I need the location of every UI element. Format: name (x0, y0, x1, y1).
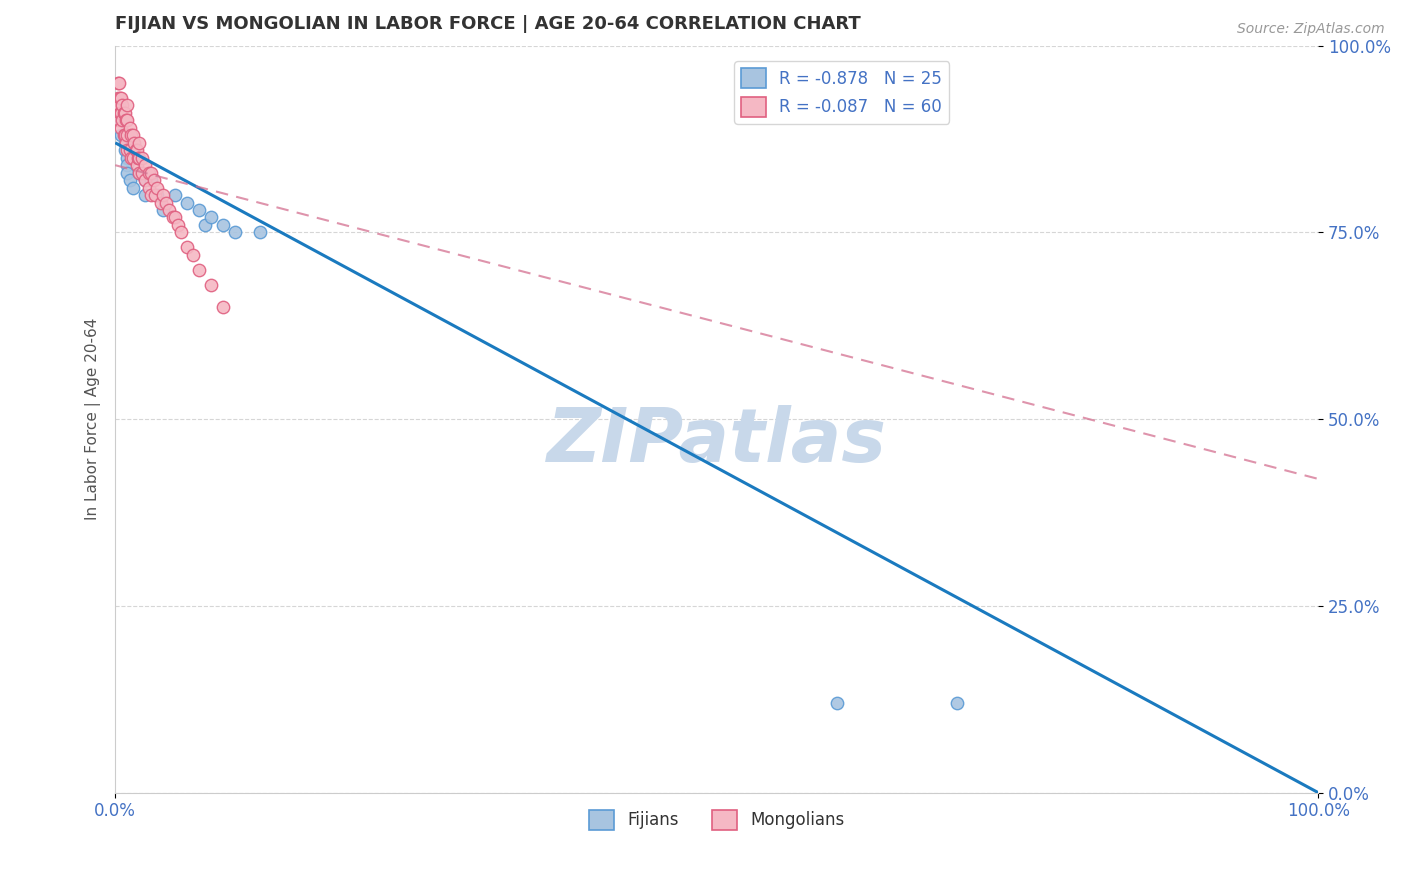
Point (115, 166, 138, 180)
Point (114, 128, 136, 143)
Point (118, 173, 141, 187)
Point (134, 173, 156, 187)
Point (125, 158, 148, 172)
Point (110, 113, 132, 128)
Point (176, 195, 198, 210)
Point (107, 98, 129, 112)
Point (110, 91, 132, 105)
Point (122, 128, 145, 143)
Point (115, 113, 138, 128)
Point (110, 120, 132, 135)
Point (155, 195, 177, 210)
Point (108, 91, 131, 105)
Point (141, 188, 163, 202)
Point (141, 166, 163, 180)
Point (183, 248, 205, 262)
Point (128, 166, 150, 180)
Point (249, 226, 271, 240)
Point (115, 136, 138, 150)
Text: ZIPatlas: ZIPatlas (547, 405, 887, 478)
Point (134, 158, 156, 172)
Point (115, 158, 138, 172)
Point (152, 202, 174, 217)
Point (176, 240, 198, 254)
Point (115, 113, 138, 128)
Point (138, 166, 160, 180)
Point (115, 98, 138, 112)
Point (194, 218, 217, 232)
Point (114, 143, 136, 157)
Point (188, 262, 211, 277)
Point (146, 180, 169, 194)
Point (120, 128, 142, 143)
Point (224, 226, 246, 240)
Point (166, 218, 188, 232)
Point (125, 143, 148, 157)
Point (170, 226, 193, 240)
Point (212, 300, 235, 314)
Point (124, 136, 146, 150)
Point (107, 91, 129, 105)
Point (122, 180, 145, 194)
Point (120, 151, 142, 165)
Point (115, 128, 138, 143)
Point (946, 696, 969, 710)
Point (212, 218, 235, 232)
Point (188, 202, 211, 217)
Point (152, 188, 174, 202)
Point (115, 151, 138, 165)
Point (131, 151, 153, 165)
Legend: Fijians, Mongolians: Fijians, Mongolians (582, 803, 851, 837)
Point (114, 136, 136, 150)
Point (114, 106, 136, 120)
Point (200, 211, 222, 225)
Point (128, 136, 150, 150)
Point (128, 151, 150, 165)
Point (162, 211, 184, 225)
Point (118, 143, 141, 157)
Point (141, 173, 163, 187)
Point (200, 277, 222, 292)
Text: Source: ZipAtlas.com: Source: ZipAtlas.com (1237, 22, 1385, 37)
Point (108, 106, 131, 120)
Point (124, 143, 146, 157)
Point (157, 202, 180, 217)
Point (143, 188, 166, 202)
Point (138, 180, 160, 194)
Point (165, 211, 187, 225)
Point (128, 166, 150, 180)
Point (134, 188, 156, 202)
Point (146, 188, 169, 202)
Y-axis label: In Labor Force | Age 20-64: In Labor Force | Age 20-64 (86, 318, 101, 520)
Point (112, 106, 135, 120)
Point (110, 128, 132, 143)
Point (107, 76, 129, 90)
Point (112, 128, 135, 143)
Point (115, 143, 138, 157)
Point (111, 113, 134, 128)
Point (118, 120, 141, 135)
Point (110, 106, 132, 120)
Point (134, 173, 156, 187)
Point (165, 188, 187, 202)
Point (122, 151, 145, 165)
Point (107, 113, 129, 128)
Point (149, 195, 172, 210)
Text: FIJIAN VS MONGOLIAN IN LABOR FORCE | AGE 20-64 CORRELATION CHART: FIJIAN VS MONGOLIAN IN LABOR FORCE | AGE… (115, 15, 860, 33)
Point (111, 98, 134, 112)
Point (142, 173, 165, 187)
Point (107, 76, 129, 90)
Point (825, 696, 848, 710)
Point (127, 151, 149, 165)
Point (131, 166, 153, 180)
